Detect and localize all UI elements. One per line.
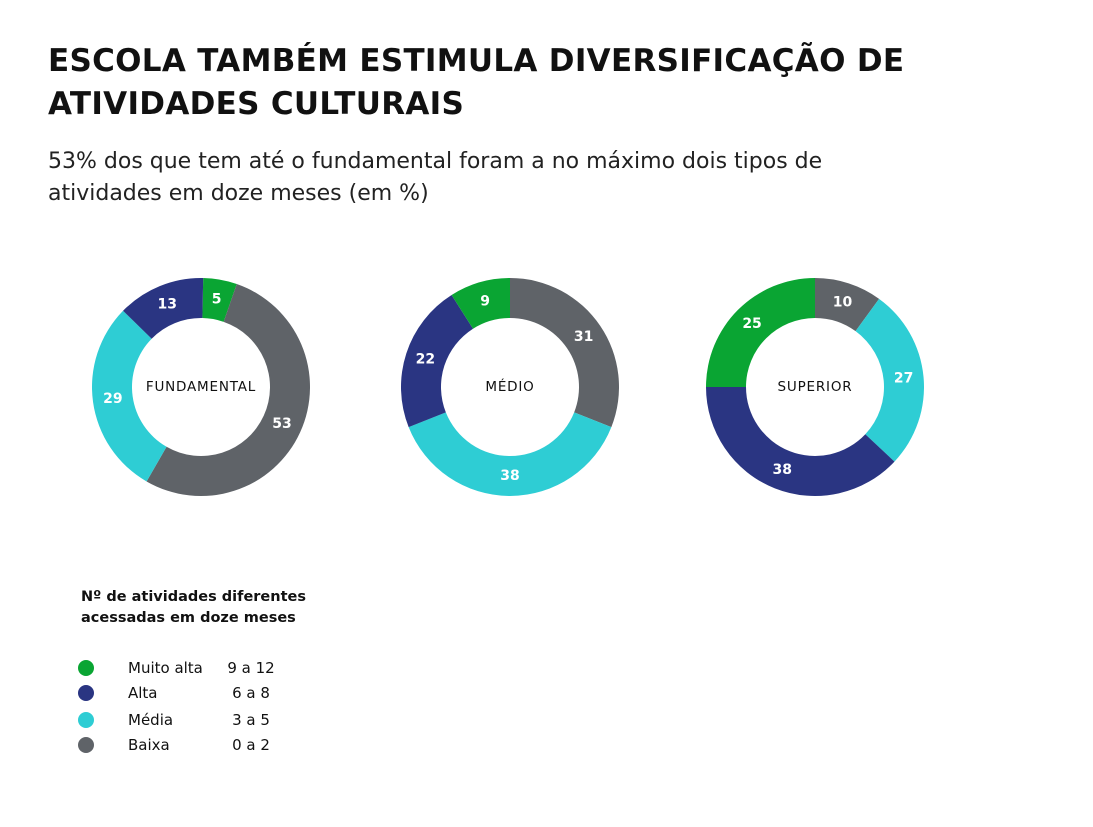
legend-title-line-2: acessadas em doze meses bbox=[81, 610, 296, 626]
donut-charts: 5 53 29 13 FUNDAMENTAL 31 38 22 9 MÉDIO 10 27 38 25 SU… bbox=[92, 278, 924, 497]
data-label: 53 bbox=[272, 416, 291, 432]
donut-chart-fundamental: 5 53 29 13 FUNDAMENTAL bbox=[92, 278, 311, 497]
legend-range: 0 a 2 bbox=[232, 736, 270, 754]
data-label: 31 bbox=[574, 329, 593, 345]
donut-slice-media bbox=[408, 412, 612, 497]
chart-title: ESCOLA TAMBÉM ESTIMULA DIVERSIFICAÇÃO DE… bbox=[48, 40, 1048, 126]
data-label: 9 bbox=[480, 294, 490, 310]
legend-title-line-1: Nº de atividades diferentes bbox=[81, 589, 306, 605]
donut-slice-alta bbox=[400, 294, 474, 428]
data-label: 5 bbox=[212, 291, 222, 307]
donut-center-label: FUNDAMENTAL bbox=[146, 379, 256, 395]
legend-swatch-media bbox=[78, 712, 94, 728]
legend-range: 3 a 5 bbox=[232, 711, 270, 729]
donut-center-label: MÉDIO bbox=[485, 378, 534, 395]
legend-swatch-alta bbox=[78, 685, 94, 701]
donut-slice-media bbox=[855, 298, 924, 462]
legend-swatch-muito-alta bbox=[78, 660, 94, 676]
legend-label: Alta bbox=[128, 684, 158, 702]
data-label: 38 bbox=[772, 462, 791, 478]
donut-slice-muito-alta bbox=[706, 278, 815, 387]
data-label: 25 bbox=[742, 316, 761, 332]
donut-slice-alta bbox=[706, 387, 895, 496]
donut-slice-baixa bbox=[146, 284, 311, 497]
legend-label: Média bbox=[128, 711, 174, 729]
donut-chart-superior: 10 27 38 25 SUPERIOR bbox=[706, 278, 924, 496]
legend-label: Muito alta bbox=[128, 659, 203, 677]
chart-title-line-2: ATIVIDADES CULTURAIS bbox=[48, 86, 465, 122]
data-label: 22 bbox=[416, 351, 435, 367]
chart-title-line-1: ESCOLA TAMBÉM ESTIMULA DIVERSIFICAÇÃO DE bbox=[48, 43, 905, 79]
donut-slice-media bbox=[92, 310, 167, 482]
legend-range: 6 a 8 bbox=[232, 684, 270, 702]
donut-slice-muito-alta bbox=[202, 278, 237, 322]
donut-slice-alta bbox=[123, 278, 204, 339]
chart-subtitle: 53% dos que tem até o fundamental foram … bbox=[48, 146, 948, 210]
donut-chart-medio: 31 38 22 9 MÉDIO bbox=[400, 278, 619, 497]
legend-swatch-baixa bbox=[78, 737, 94, 753]
donut-slice-baixa bbox=[510, 278, 619, 428]
chart-subtitle-line-2: atividades em doze meses (em %) bbox=[48, 181, 429, 206]
data-label: 10 bbox=[833, 294, 853, 310]
data-label: 29 bbox=[103, 391, 122, 407]
donut-center-label: SUPERIOR bbox=[778, 379, 853, 395]
legend-range: 9 a 12 bbox=[227, 659, 275, 677]
donut-slice-baixa bbox=[815, 278, 880, 332]
legend-title: Nº de atividades diferentes acessadas em… bbox=[81, 587, 341, 629]
donut-slice-muito-alta bbox=[451, 278, 510, 329]
data-label: 13 bbox=[158, 297, 177, 313]
data-label: 27 bbox=[894, 371, 913, 387]
chart-subtitle-line-1: 53% dos que tem até o fundamental foram … bbox=[48, 149, 823, 174]
data-label: 38 bbox=[500, 468, 519, 484]
legend-label: Baixa bbox=[128, 736, 170, 754]
